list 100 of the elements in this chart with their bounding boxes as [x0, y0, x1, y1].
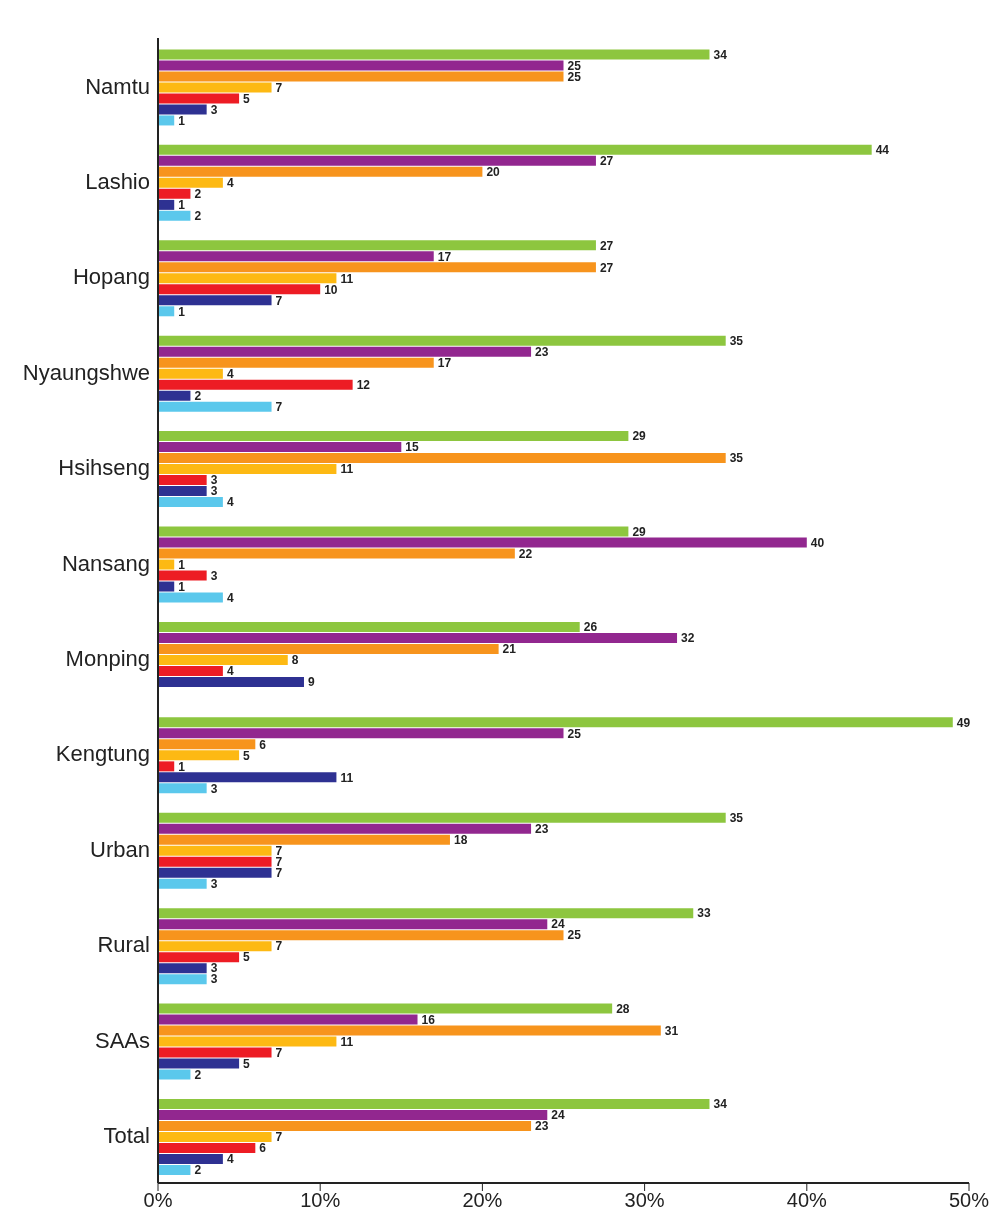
- y-tick-label: Urban: [90, 836, 150, 862]
- data-label: 7: [275, 399, 283, 414]
- bar: [158, 104, 207, 115]
- x-tick-label: 20%: [462, 1189, 503, 1212]
- bar: [158, 379, 353, 390]
- data-label: 35: [729, 333, 744, 348]
- bar: [158, 592, 223, 603]
- bar: [158, 295, 272, 306]
- data-label: 34: [713, 47, 728, 62]
- bar: [158, 1047, 272, 1058]
- bar: [158, 919, 548, 930]
- bar: [158, 632, 678, 643]
- data-label: 3: [210, 568, 218, 583]
- bar: [158, 306, 175, 317]
- data-label: 1: [178, 304, 186, 319]
- bar: [158, 867, 272, 878]
- y-tick-label: Kengtung: [55, 741, 150, 767]
- bar: [158, 963, 207, 974]
- data-label: 2: [194, 187, 202, 202]
- data-label: 34: [713, 1097, 728, 1112]
- bar: [158, 144, 872, 155]
- bar: [158, 952, 240, 963]
- bar: [158, 115, 175, 126]
- data-label: 4: [226, 366, 234, 381]
- bar: [158, 453, 726, 464]
- y-tick-label: Lashio: [85, 168, 150, 194]
- data-label: 26: [583, 620, 598, 635]
- bar: [158, 368, 223, 379]
- data-label: 18: [453, 833, 468, 848]
- y-tick-label: SAAs: [94, 1027, 150, 1053]
- bar: [158, 548, 515, 559]
- bar: [158, 464, 337, 475]
- bar: [158, 401, 272, 412]
- bar: [158, 273, 337, 284]
- bar: [158, 643, 499, 654]
- bar: [158, 497, 223, 508]
- data-label: 7: [275, 1130, 283, 1145]
- bar: [158, 188, 191, 199]
- y-tick-label: Nyaungshwe: [22, 359, 150, 385]
- bar: [158, 431, 629, 442]
- y-tick-label: Total: [103, 1123, 150, 1149]
- data-label: 23: [535, 344, 549, 359]
- data-label: 1: [178, 557, 186, 572]
- bar: [158, 941, 272, 952]
- data-label: 21: [502, 642, 517, 657]
- bar: [158, 812, 726, 823]
- bar: [158, 783, 207, 794]
- data-label: 2: [194, 209, 202, 224]
- x-tick-label: 10%: [300, 1189, 341, 1212]
- data-label: 44: [875, 143, 890, 158]
- y-tick-label: Namtu: [85, 73, 150, 99]
- data-label: 24: [551, 917, 565, 932]
- x-tick-label: 30%: [624, 1189, 665, 1212]
- bar: [158, 908, 694, 919]
- data-label: 27: [599, 260, 614, 275]
- bar: [158, 199, 175, 210]
- data-label: 5: [243, 950, 251, 965]
- data-label: 11: [340, 462, 354, 477]
- data-label: 32: [681, 631, 695, 646]
- data-label: 3: [210, 877, 218, 892]
- bar: [158, 93, 240, 104]
- bar: [158, 82, 272, 93]
- bar: [158, 155, 596, 166]
- data-label: 25: [567, 928, 582, 943]
- data-label: 7: [275, 866, 283, 881]
- data-label: 2: [194, 1163, 202, 1178]
- bar: [158, 49, 710, 60]
- bar: [158, 1121, 532, 1132]
- data-label: 49: [956, 715, 971, 730]
- data-label: 5: [243, 1056, 251, 1071]
- bar: [158, 442, 402, 453]
- data-label: 1: [178, 198, 186, 213]
- bar: [158, 335, 726, 346]
- y-tick-label: Nansang: [61, 550, 150, 576]
- data-label: 3: [210, 972, 218, 987]
- y-tick-label: Hsihseng: [58, 455, 150, 481]
- data-label: 1: [178, 579, 186, 594]
- data-label: 3: [210, 102, 218, 117]
- bar: [158, 1025, 661, 1036]
- data-label: 7: [275, 293, 283, 308]
- bar: [158, 526, 629, 537]
- bar: [158, 284, 321, 295]
- bar: [158, 559, 175, 570]
- data-label: 7: [275, 80, 283, 95]
- data-label: 15: [405, 440, 419, 455]
- data-label: 35: [729, 811, 744, 826]
- data-label: 4: [226, 495, 234, 510]
- data-label: 17: [437, 249, 452, 264]
- data-label: 23: [535, 1119, 549, 1134]
- data-label: 4: [226, 1152, 234, 1167]
- data-label: 1: [178, 759, 186, 774]
- bar: [158, 251, 434, 262]
- data-label: 1: [178, 113, 186, 128]
- data-label: 27: [599, 154, 614, 169]
- data-label: 7: [275, 1045, 283, 1060]
- bar: [158, 621, 580, 632]
- bar: [158, 1058, 240, 1069]
- data-label: 12: [356, 377, 371, 392]
- data-label: 10: [324, 282, 338, 297]
- data-label: 29: [632, 429, 647, 444]
